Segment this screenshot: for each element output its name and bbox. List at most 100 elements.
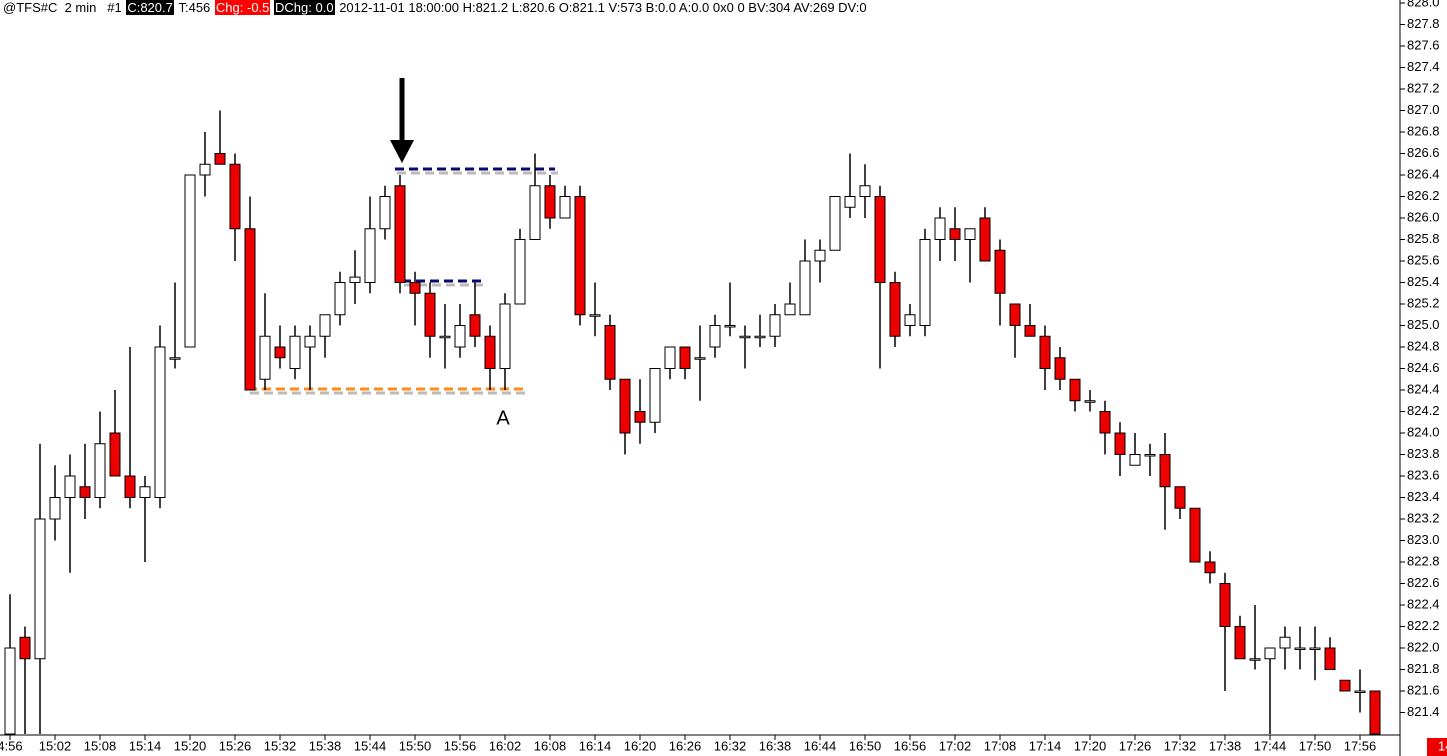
candle-body — [1354, 690, 1366, 693]
x-tick-label: 15:38 — [309, 738, 342, 753]
candle-body — [244, 228, 256, 391]
header-field: 2012-11-01 18:00:00 H:821.2 L:820.6 O:82… — [339, 0, 867, 15]
x-tick-label: 16:26 — [669, 738, 702, 753]
candle — [709, 314, 721, 358]
candle — [649, 368, 661, 433]
candle-body — [394, 185, 406, 283]
candle — [124, 347, 136, 509]
x-tick-label: 16:32 — [714, 738, 747, 753]
candle — [319, 314, 331, 358]
candle-body — [1039, 335, 1051, 369]
candle — [109, 390, 121, 477]
candle-body — [1099, 411, 1111, 434]
candle — [679, 346, 691, 380]
candle — [1294, 626, 1306, 670]
x-tick-label: 17:44 — [1254, 738, 1287, 753]
candle — [514, 228, 526, 305]
candle — [229, 153, 241, 261]
candle-body — [169, 357, 181, 360]
candle-body — [49, 497, 61, 520]
candle — [634, 379, 646, 444]
x-tick-label: 17:14 — [1029, 738, 1062, 753]
candle — [979, 207, 991, 262]
candle — [4, 594, 16, 735]
x-tick-label: 17:56 — [1344, 738, 1377, 753]
candle-body — [409, 282, 421, 294]
y-tick-label: 827.6 — [1407, 37, 1440, 52]
candle — [1189, 507, 1201, 563]
candle — [1054, 347, 1066, 390]
y-tick-label: 824.4 — [1407, 381, 1440, 396]
candle — [664, 346, 676, 380]
y-tick-label: 822.8 — [1407, 553, 1440, 568]
candle — [424, 282, 436, 358]
candle-body — [184, 174, 196, 348]
candle — [559, 185, 571, 219]
candle-body — [439, 335, 451, 339]
candle-body — [154, 346, 166, 498]
candle — [604, 314, 616, 390]
header-field: C:820.7 — [126, 0, 174, 15]
candle — [1114, 422, 1126, 476]
candle — [469, 282, 481, 347]
y-tick-label: 821.8 — [1407, 661, 1440, 676]
candle-body — [94, 443, 106, 498]
candle-body — [259, 335, 271, 380]
candle-body — [634, 411, 646, 423]
candle — [949, 207, 961, 261]
candle-body — [1219, 583, 1231, 627]
candle — [19, 626, 31, 734]
candle-body — [499, 303, 511, 369]
candle — [934, 207, 946, 261]
y-tick-label: 822.4 — [1407, 596, 1440, 611]
x-tick-label: 16:14 — [579, 738, 612, 753]
x-tick-label: 15:56 — [444, 738, 477, 753]
candle — [274, 325, 286, 369]
candle — [574, 185, 586, 326]
candle — [1354, 669, 1366, 713]
candle-body — [1234, 626, 1246, 660]
candle-body — [79, 486, 91, 498]
candle — [1159, 433, 1171, 530]
candle-body — [604, 325, 616, 380]
candle — [754, 314, 766, 347]
candle-body — [724, 325, 736, 328]
candle — [724, 282, 736, 337]
candle — [289, 325, 301, 380]
candle — [499, 293, 511, 390]
y-tick-label: 827.0 — [1407, 102, 1440, 117]
candle — [94, 411, 106, 509]
candle-body — [139, 486, 151, 498]
candle-body — [289, 335, 301, 369]
candle — [694, 325, 706, 401]
candle-body — [379, 196, 391, 230]
y-tick-label: 826.8 — [1407, 123, 1440, 138]
candle-body — [694, 357, 706, 360]
candle-body — [364, 228, 376, 283]
x-tick-label: 17:02 — [939, 738, 972, 753]
x-tick-label: 17:26 — [1119, 738, 1152, 753]
x-tick-label: 16:50 — [849, 738, 882, 753]
candle — [1024, 304, 1036, 337]
y-tick-label: 822.6 — [1407, 575, 1440, 590]
candle-body — [1069, 378, 1081, 402]
candle-body — [919, 239, 931, 326]
candle-body — [64, 475, 76, 498]
candle-body — [214, 153, 226, 165]
candle — [994, 239, 1006, 326]
candle-body — [1024, 325, 1036, 337]
annotations: A — [248, 78, 558, 429]
candle-body — [1114, 432, 1126, 455]
candle — [829, 196, 841, 251]
candle-body — [679, 346, 691, 369]
y-tick-label: 824.2 — [1407, 403, 1440, 418]
candle — [544, 175, 556, 229]
candle-body — [889, 282, 901, 337]
candle — [334, 271, 346, 326]
candle — [454, 304, 466, 358]
candle-body — [274, 346, 286, 359]
candle-body — [964, 228, 976, 240]
candle — [1099, 400, 1111, 455]
y-tick-label: 824.6 — [1407, 360, 1440, 375]
